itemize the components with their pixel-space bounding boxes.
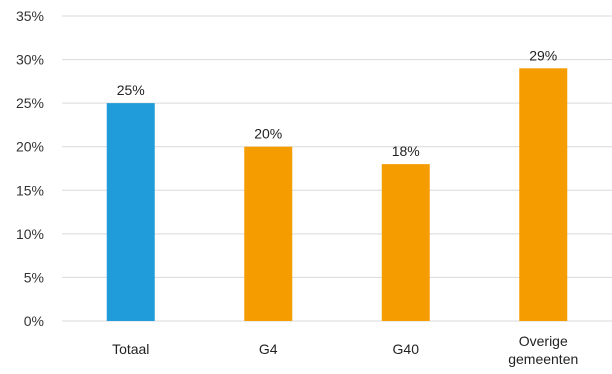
y-tick-label: 0%	[24, 313, 44, 329]
y-tick-label: 35%	[16, 8, 44, 24]
bar-totaal	[106, 103, 155, 322]
y-axis-tick-labels: 0% 5% 10% 15% 20% 25% 30% 35%	[16, 8, 44, 329]
bar-g40	[381, 164, 430, 321]
y-tick-label: 20%	[16, 139, 44, 155]
x-category-label-line: Overige	[519, 333, 568, 349]
data-label: 25%	[117, 82, 145, 98]
y-tick-label: 25%	[16, 95, 44, 111]
data-label: 18%	[392, 143, 420, 159]
y-tick-label: 30%	[16, 52, 44, 68]
y-tick-label: 10%	[16, 226, 44, 242]
x-category-label-line: gemeenten	[508, 351, 578, 367]
x-category-label: G4	[259, 341, 278, 357]
y-tick-label: 15%	[16, 182, 44, 198]
bars	[106, 68, 568, 322]
data-label: 29%	[529, 47, 557, 63]
x-category-label: G40	[393, 341, 420, 357]
y-tick-label: 5%	[24, 269, 44, 285]
data-labels: 25% 20% 18% 29%	[117, 47, 558, 159]
data-label: 20%	[254, 126, 282, 142]
x-category-label: Overige gemeenten	[508, 333, 578, 367]
bar-g4	[244, 146, 293, 321]
bar-overige-gemeenten	[519, 68, 568, 322]
x-axis-category-labels: Totaal G4 G40 Overige gemeenten	[112, 333, 578, 367]
x-category-label: Totaal	[112, 341, 149, 357]
